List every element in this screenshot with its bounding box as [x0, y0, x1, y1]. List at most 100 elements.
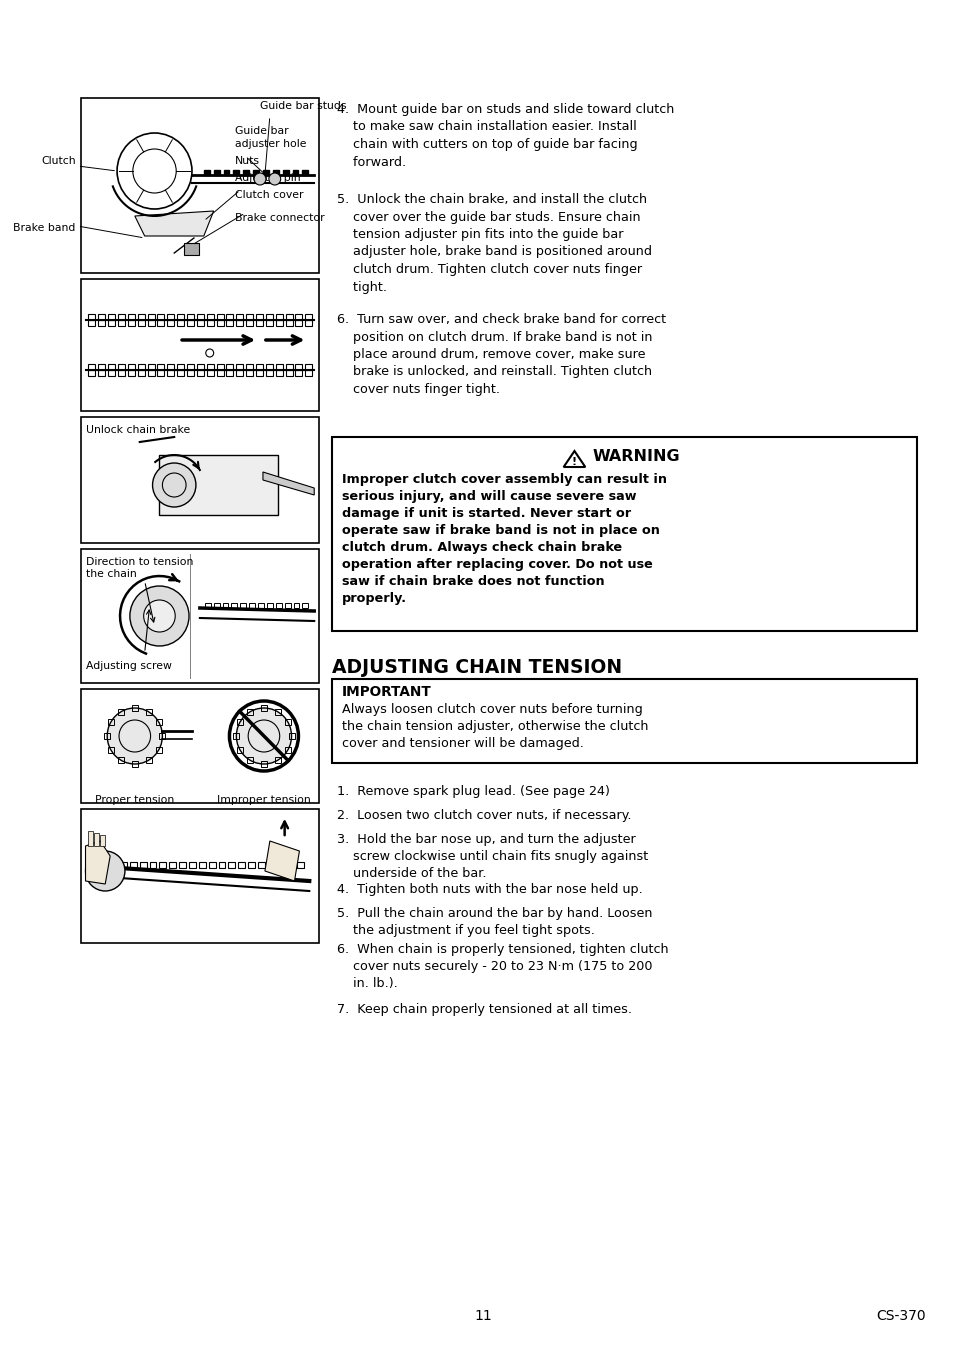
Bar: [110, 862, 117, 867]
Bar: [255, 320, 263, 326]
Bar: [177, 313, 184, 320]
Bar: [226, 363, 233, 370]
Bar: [167, 370, 174, 376]
Bar: [177, 363, 184, 370]
Bar: [128, 320, 134, 326]
Text: Brake connector: Brake connector: [235, 213, 325, 223]
Text: Guide bar studs: Guide bar studs: [260, 101, 346, 111]
Bar: [297, 862, 304, 867]
Bar: [293, 170, 298, 176]
Bar: [108, 370, 115, 376]
Bar: [80, 417, 319, 543]
Bar: [285, 719, 291, 725]
Bar: [94, 834, 99, 846]
Bar: [246, 370, 253, 376]
Bar: [104, 734, 110, 739]
Bar: [89, 370, 95, 376]
Bar: [243, 170, 249, 176]
Bar: [108, 313, 115, 320]
Bar: [146, 709, 152, 715]
Bar: [295, 320, 302, 326]
Bar: [216, 320, 223, 326]
Bar: [159, 862, 166, 867]
Bar: [128, 313, 134, 320]
Bar: [222, 603, 228, 608]
Bar: [184, 243, 198, 255]
Bar: [209, 862, 215, 867]
Bar: [118, 363, 125, 370]
Bar: [255, 370, 263, 376]
Bar: [80, 809, 319, 943]
Bar: [305, 320, 312, 326]
Bar: [218, 862, 225, 867]
Bar: [287, 862, 294, 867]
Bar: [98, 313, 105, 320]
Bar: [108, 363, 115, 370]
Bar: [249, 603, 254, 608]
Bar: [302, 170, 308, 176]
Bar: [196, 363, 204, 370]
Bar: [295, 363, 302, 370]
Bar: [204, 170, 210, 176]
Bar: [246, 363, 253, 370]
Bar: [128, 363, 134, 370]
Bar: [236, 313, 243, 320]
Text: 3.  Hold the bar nose up, and turn the adjuster
    screw clockwise until chain : 3. Hold the bar nose up, and turn the ad…: [336, 834, 647, 880]
Bar: [246, 320, 253, 326]
Bar: [80, 280, 319, 411]
Bar: [213, 603, 219, 608]
Circle shape: [107, 708, 162, 765]
Bar: [226, 320, 233, 326]
Bar: [266, 370, 273, 376]
Bar: [187, 363, 193, 370]
Polygon shape: [134, 211, 213, 236]
Bar: [294, 603, 299, 608]
Bar: [285, 747, 291, 753]
Bar: [108, 747, 113, 753]
Text: Brake band: Brake band: [13, 223, 75, 232]
Bar: [132, 705, 137, 711]
Text: 11: 11: [475, 1309, 492, 1323]
Bar: [179, 862, 186, 867]
Bar: [137, 313, 145, 320]
Bar: [159, 455, 277, 515]
Bar: [295, 370, 302, 376]
Bar: [275, 313, 282, 320]
Circle shape: [152, 463, 195, 507]
Circle shape: [253, 173, 266, 185]
Bar: [118, 320, 125, 326]
Text: 5.  Pull the chain around the bar by hand. Loosen
    the adjustment if you feel: 5. Pull the chain around the bar by hand…: [336, 907, 652, 938]
Bar: [305, 370, 312, 376]
Text: 7.  Keep chain properly tensioned at all times.: 7. Keep chain properly tensioned at all …: [336, 1002, 631, 1016]
Bar: [80, 99, 319, 273]
Bar: [285, 370, 293, 376]
Bar: [207, 363, 213, 370]
Bar: [177, 320, 184, 326]
Bar: [216, 313, 223, 320]
Bar: [198, 862, 206, 867]
Bar: [226, 370, 233, 376]
Bar: [332, 436, 916, 631]
Bar: [263, 170, 269, 176]
Bar: [187, 313, 193, 320]
Bar: [274, 758, 280, 763]
Bar: [247, 709, 253, 715]
Circle shape: [130, 586, 189, 646]
Text: Nuts: Nuts: [235, 155, 260, 166]
Bar: [130, 862, 136, 867]
Bar: [118, 758, 124, 763]
Bar: [284, 603, 291, 608]
Bar: [261, 705, 267, 711]
Bar: [157, 363, 164, 370]
Bar: [232, 603, 237, 608]
Text: Direction to tension
the chain: Direction to tension the chain: [86, 557, 193, 580]
Bar: [305, 363, 312, 370]
Bar: [295, 313, 302, 320]
Bar: [196, 313, 204, 320]
Text: 6.  When chain is properly tensioned, tighten clutch
    cover nuts securely - 2: 6. When chain is properly tensioned, tig…: [336, 943, 668, 990]
Text: CS-370: CS-370: [875, 1309, 924, 1323]
Text: IMPORTANT: IMPORTANT: [341, 685, 431, 698]
Bar: [169, 862, 176, 867]
Bar: [98, 370, 105, 376]
Bar: [137, 363, 145, 370]
